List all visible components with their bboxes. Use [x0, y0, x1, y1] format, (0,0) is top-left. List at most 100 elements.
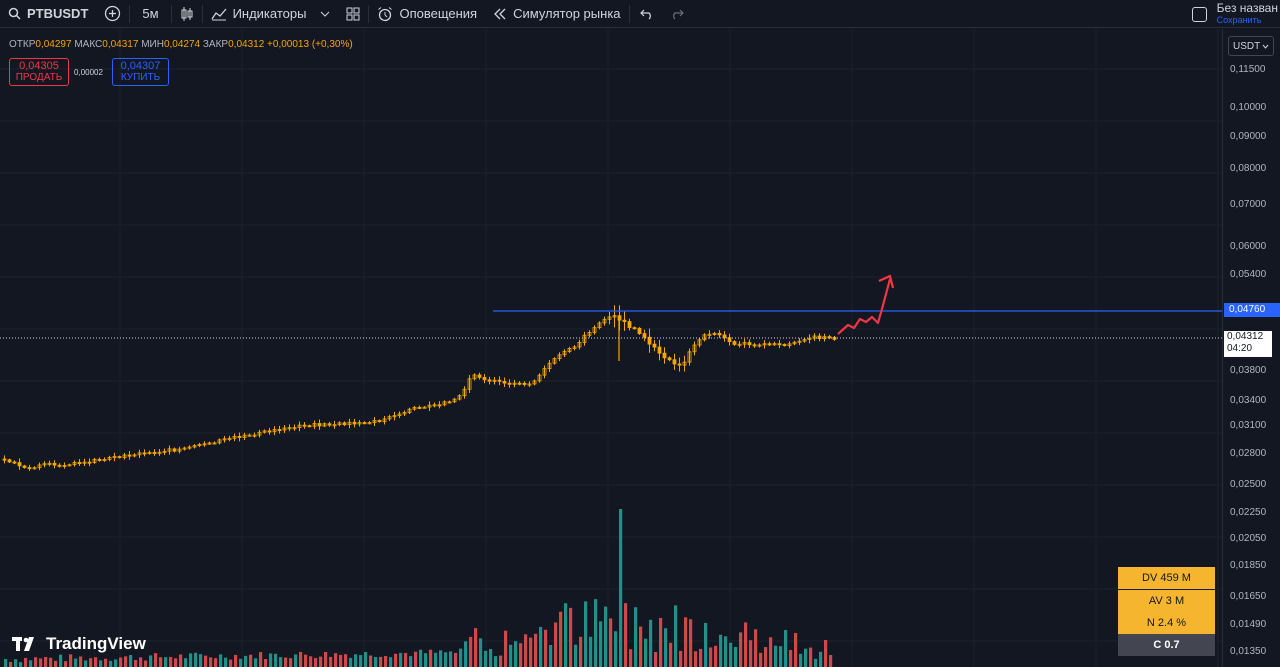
volume-bar — [339, 654, 343, 667]
candle-body — [132, 454, 137, 457]
candle-body — [557, 354, 562, 360]
volume-bar — [289, 658, 293, 667]
currency-selector[interactable]: USDT — [1228, 36, 1274, 56]
indicators-label: Индикаторы — [232, 6, 307, 21]
volume-bar — [194, 652, 198, 667]
undo-button[interactable] — [630, 0, 664, 28]
price-tick-label: 0,08000 — [1230, 162, 1267, 174]
volume-bar — [749, 640, 753, 667]
indicators-button[interactable]: Индикаторы — [203, 0, 339, 28]
volume-bar — [699, 648, 703, 667]
candle-body — [82, 461, 87, 464]
volume-bar — [159, 657, 163, 667]
candle-body — [342, 422, 347, 426]
volume-bar — [724, 636, 728, 667]
volume-bar — [344, 654, 348, 667]
low-label: МИН — [141, 39, 164, 50]
candle-body — [432, 404, 437, 407]
volume-bar — [404, 652, 408, 667]
symbol-search[interactable]: PTBUSDT — [0, 0, 96, 28]
candle-body — [497, 379, 502, 382]
candle-body — [482, 377, 487, 381]
hline-price-label: 0,04760 — [1224, 303, 1280, 317]
candle-body — [332, 424, 337, 427]
candle-body — [582, 334, 587, 343]
volume-bar — [584, 601, 588, 667]
candle-body — [702, 334, 707, 341]
volume-bar — [74, 658, 78, 667]
top-toolbar: PTBUSDT 5м Индикаторы Оповещения Симулят… — [0, 0, 1280, 28]
volume-bar — [279, 657, 283, 667]
alarm-clock-icon — [378, 6, 393, 21]
sell-button[interactable]: 0,04305 ПРОДАТЬ — [9, 58, 69, 86]
fullscreen-checkbox[interactable] — [1191, 6, 1207, 22]
buy-button[interactable]: 0,04307 КУПИТЬ — [112, 58, 169, 86]
candle-body — [202, 443, 207, 446]
candle-body — [327, 423, 332, 426]
volume-bar — [629, 649, 633, 667]
compare-button[interactable] — [96, 0, 129, 28]
candle-body — [187, 446, 192, 449]
candle-body — [567, 348, 572, 352]
layout-name-button[interactable]: Без назван Сохранить — [1217, 2, 1278, 26]
candle-body — [587, 332, 592, 336]
alerts-button[interactable]: Оповещения — [369, 0, 485, 28]
volume-bar — [24, 657, 28, 667]
tradingview-logo[interactable]: TradingView — [12, 634, 146, 654]
candle-body — [222, 438, 227, 441]
tradingview-logo-icon — [12, 637, 34, 651]
candle-body — [502, 380, 507, 384]
high-label: МАКС — [74, 39, 103, 50]
volume-bar — [549, 645, 553, 667]
candles-icon — [181, 6, 193, 21]
candle-body — [112, 456, 117, 459]
volume-bar — [819, 651, 823, 667]
divider — [129, 4, 131, 23]
volume-bar — [299, 651, 303, 667]
price-chart[interactable] — [0, 29, 1222, 667]
candle-body — [612, 315, 617, 318]
candle-body — [207, 442, 212, 445]
volume-bar — [594, 599, 598, 667]
volume-bar — [49, 657, 53, 667]
candle-body — [212, 442, 217, 445]
volume-bar — [19, 662, 23, 667]
candle-body — [162, 450, 167, 453]
interval-button[interactable]: 5м — [130, 0, 170, 28]
candle-body — [442, 401, 447, 406]
templates-button[interactable] — [338, 0, 368, 28]
price-tick-label: 0,06000 — [1230, 240, 1267, 252]
volume-bar — [684, 617, 688, 667]
candle-body — [527, 383, 532, 386]
price-tick-label: 0,11500 — [1230, 64, 1266, 75]
bar-countdown: 04:20 — [1227, 343, 1253, 354]
volume-bar — [674, 605, 678, 667]
volume-bar — [529, 637, 533, 667]
volume-bar — [114, 659, 118, 667]
price-axis[interactable]: USDT 0,04760 0,04312 04:20 0,11500 0,1000… — [1222, 29, 1280, 667]
volume-bar — [164, 657, 168, 667]
candle-body — [397, 413, 402, 416]
volume-bar — [599, 621, 603, 667]
volume-bar — [54, 660, 58, 667]
volume-bar — [514, 641, 518, 667]
volume-bar — [809, 647, 813, 667]
price-tick-label: 0,09000 — [1230, 130, 1267, 142]
price-tick-label: 0,02800 — [1230, 447, 1267, 459]
volume-bar — [349, 657, 353, 667]
tradingview-logo-text: TradingView — [46, 634, 146, 653]
replay-button[interactable]: Симулятор рынка — [485, 0, 628, 28]
candle-body — [367, 422, 372, 425]
chart-type-button[interactable] — [172, 0, 202, 28]
candle-body — [782, 344, 787, 347]
volume-bar — [444, 652, 448, 667]
price-tick-label: 0,03400 — [1230, 395, 1267, 407]
volume-bar — [464, 641, 468, 667]
volume-bar — [14, 659, 18, 667]
candle-body — [732, 341, 737, 345]
candle-body — [517, 382, 522, 385]
candle-body — [102, 459, 107, 462]
volume-bar — [144, 660, 148, 667]
redo-button[interactable] — [664, 0, 690, 28]
candle-body — [577, 342, 582, 348]
